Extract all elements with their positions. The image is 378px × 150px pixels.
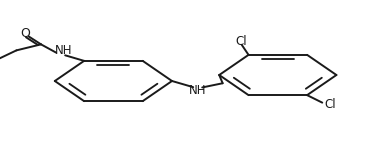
Text: NH: NH <box>189 84 206 97</box>
Text: NH: NH <box>55 44 73 57</box>
Text: Cl: Cl <box>325 98 336 111</box>
Text: O: O <box>20 27 30 40</box>
Text: Cl: Cl <box>235 35 247 48</box>
